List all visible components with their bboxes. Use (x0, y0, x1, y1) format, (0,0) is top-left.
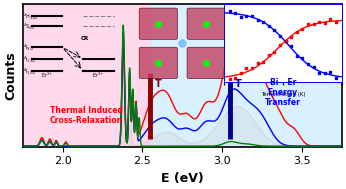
Text: Bi – Er
Energy
Transfer: Bi – Er Energy Transfer (265, 77, 301, 107)
Bar (151, 4, 342, 146)
Text: Thermal Induced
Cross-Relaxation: Thermal Induced Cross-Relaxation (50, 105, 123, 125)
X-axis label: E (eV): E (eV) (161, 172, 204, 185)
Text: T: T (155, 79, 162, 89)
Y-axis label: Counts: Counts (4, 51, 17, 100)
Bar (23, 4, 151, 146)
Text: T: T (235, 79, 242, 89)
